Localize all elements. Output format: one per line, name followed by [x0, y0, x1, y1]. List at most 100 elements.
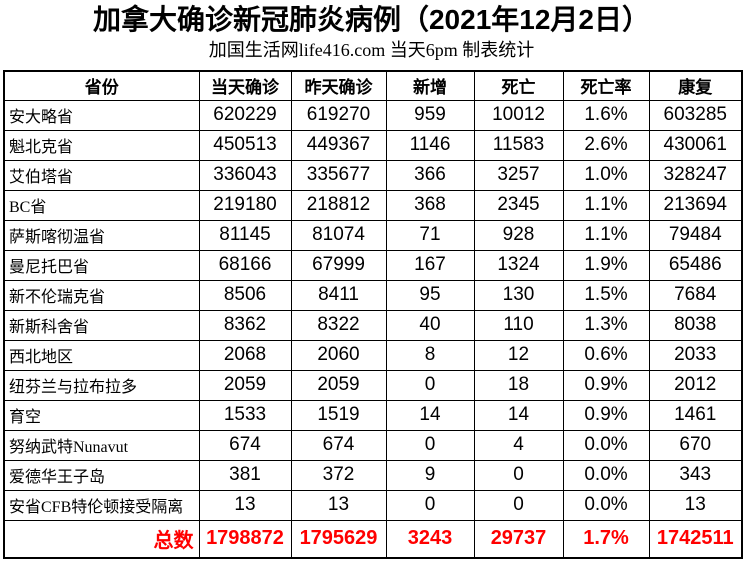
value-cell: 71 — [385, 219, 475, 251]
province-cell: 西北地区 — [3, 339, 200, 371]
covid-stats-table: 省份 当天确诊 昨天确诊 新增 死亡 死亡率 康复 安大略省 620229 619270 959 1… — [3, 70, 743, 559]
province-cell: 曼尼托巴省 — [3, 249, 200, 281]
value-cell: 1.3% — [562, 309, 650, 341]
value-cell: 18 — [473, 369, 564, 401]
value-cell: 449367 — [290, 129, 387, 161]
totals-label: 总数 — [3, 519, 200, 559]
value-cell: 1324 — [473, 249, 564, 281]
value-cell: 619270 — [290, 99, 387, 131]
value-cell: 343 — [648, 459, 743, 491]
value-cell: 928 — [473, 219, 564, 251]
value-cell: 68166 — [198, 249, 292, 281]
province-cell: 萨斯喀彻温省 — [3, 219, 200, 251]
value-cell: 0.0% — [562, 429, 650, 461]
table-row: 安省CFB特伦顿接受隔离 13 13 0 0 0.0% 13 — [3, 489, 743, 521]
value-cell: 2033 — [648, 339, 743, 371]
totals-value-cell: 29737 — [473, 519, 564, 559]
column-header: 昨天确诊 — [290, 70, 387, 101]
table-row: 育空 1533 1519 14 14 0.9% 1461 — [3, 399, 743, 431]
value-cell: 8411 — [290, 279, 387, 311]
value-cell: 13 — [198, 489, 292, 521]
province-cell: 安大略省 — [3, 99, 200, 131]
column-header: 新增 — [385, 70, 475, 101]
header-row: 省份 当天确诊 昨天确诊 新增 死亡 死亡率 康复 — [3, 70, 743, 101]
value-cell: 0.9% — [562, 369, 650, 401]
table-row: 魁北克省 450513 449367 1146 11583 2.6% 430061 — [3, 129, 743, 161]
value-cell: 11583 — [473, 129, 564, 161]
value-cell: 1.5% — [562, 279, 650, 311]
value-cell: 10012 — [473, 99, 564, 131]
value-cell: 1.1% — [562, 189, 650, 221]
value-cell: 1.1% — [562, 219, 650, 251]
value-cell: 381 — [198, 459, 292, 491]
column-header: 死亡率 — [562, 70, 650, 101]
totals-value-cell: 1798872 — [198, 519, 292, 559]
value-cell: 2060 — [290, 339, 387, 371]
column-header: 康复 — [648, 70, 743, 101]
value-cell: 0.6% — [562, 339, 650, 371]
value-cell: 336043 — [198, 159, 292, 191]
value-cell: 12 — [473, 339, 564, 371]
value-cell: 130 — [473, 279, 564, 311]
totals-value-cell: 1795629 — [290, 519, 387, 559]
province-cell: 纽芬兰与拉布拉多 — [3, 369, 200, 401]
value-cell: 40 — [385, 309, 475, 341]
value-cell: 1533 — [198, 399, 292, 431]
value-cell: 1146 — [385, 129, 475, 161]
value-cell: 2059 — [290, 369, 387, 401]
province-cell: 新斯科舍省 — [3, 309, 200, 341]
value-cell: 2059 — [198, 369, 292, 401]
table-row: BC省 219180 218812 368 2345 1.1% 213694 — [3, 189, 743, 221]
column-header: 省份 — [3, 70, 200, 101]
value-cell: 95 — [385, 279, 475, 311]
page-title: 加拿大确诊新冠肺炎病例（2021年12月2日） — [92, 4, 650, 35]
value-cell: 3257 — [473, 159, 564, 191]
value-cell: 1.0% — [562, 159, 650, 191]
value-cell: 368 — [385, 189, 475, 221]
value-cell: 7684 — [648, 279, 743, 311]
table-row: 新不伦瑞克省 8506 8411 95 130 1.5% 7684 — [3, 279, 743, 311]
value-cell: 674 — [290, 429, 387, 461]
value-cell: 1.9% — [562, 249, 650, 281]
value-cell: 4 — [473, 429, 564, 461]
province-cell: 艾伯塔省 — [3, 159, 200, 191]
totals-value-cell: 3243 — [385, 519, 475, 559]
value-cell: 450513 — [198, 129, 292, 161]
value-cell: 0.0% — [562, 459, 650, 491]
value-cell: 14 — [385, 399, 475, 431]
page-subtitle: 加国生活网life416.com 当天6pm 制表统计 — [208, 40, 535, 60]
totals-row: 总数 1798872 1795629 3243 29737 1.7% 1742511 — [3, 519, 743, 559]
column-header: 死亡 — [473, 70, 564, 101]
value-cell: 603285 — [648, 99, 743, 131]
province-cell: 新不伦瑞克省 — [3, 279, 200, 311]
table-row: 萨斯喀彻温省 81145 81074 71 928 1.1% 79484 — [3, 219, 743, 251]
table-row: 努纳武特Nunavut 674 674 0 4 0.0% 670 — [3, 429, 743, 461]
totals-value-cell: 1742511 — [648, 519, 743, 559]
value-cell: 0.9% — [562, 399, 650, 431]
value-cell: 0 — [385, 369, 475, 401]
value-cell: 2.6% — [562, 129, 650, 161]
value-cell: 1519 — [290, 399, 387, 431]
column-header: 当天确诊 — [198, 70, 292, 101]
value-cell: 14 — [473, 399, 564, 431]
value-cell: 218812 — [290, 189, 387, 221]
table-row: 爱德华王子岛 381 372 9 0 0.0% 343 — [3, 459, 743, 491]
value-cell: 213694 — [648, 189, 743, 221]
value-cell: 0.0% — [562, 489, 650, 521]
value-cell: 430061 — [648, 129, 743, 161]
value-cell: 1.6% — [562, 99, 650, 131]
value-cell: 366 — [385, 159, 475, 191]
value-cell: 0 — [473, 489, 564, 521]
value-cell: 674 — [198, 429, 292, 461]
value-cell: 8322 — [290, 309, 387, 341]
province-cell: 魁北克省 — [3, 129, 200, 161]
value-cell: 81074 — [290, 219, 387, 251]
value-cell: 110 — [473, 309, 564, 341]
value-cell: 13 — [290, 489, 387, 521]
value-cell: 372 — [290, 459, 387, 491]
table-row: 曼尼托巴省 68166 67999 167 1324 1.9% 65486 — [3, 249, 743, 281]
table-row: 安大略省 620229 619270 959 10012 1.6% 603285 — [3, 99, 743, 131]
province-cell: BC省 — [3, 189, 200, 221]
value-cell: 8038 — [648, 309, 743, 341]
table-body: 安大略省 620229 619270 959 10012 1.6% 603285 魁北克省 45… — [3, 99, 743, 521]
